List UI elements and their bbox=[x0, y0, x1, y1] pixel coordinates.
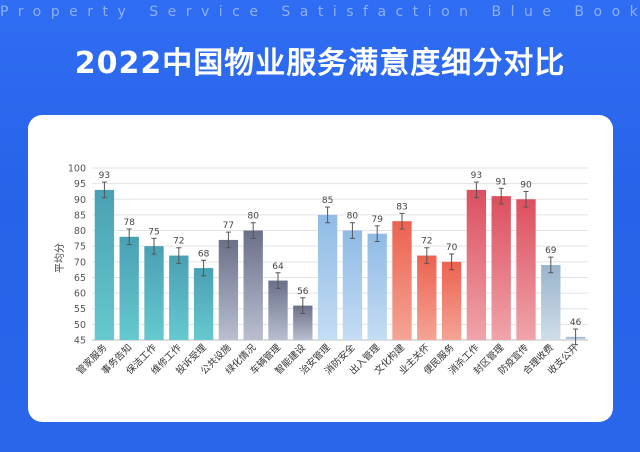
bar-chart: 45 50 55 60 65 70 75 80 85 90 95 100 平均分 93 78 75 72 68… bbox=[54, 164, 588, 377]
value-label: 83 bbox=[396, 202, 407, 212]
bar-车辆管理 bbox=[268, 280, 288, 340]
bar-事务告知 bbox=[119, 236, 139, 340]
value-label: 79 bbox=[371, 215, 383, 225]
bar-维修工作 bbox=[169, 255, 189, 340]
value-label: 72 bbox=[173, 237, 184, 247]
error-bar bbox=[523, 190, 529, 208]
value-label: 93 bbox=[471, 171, 482, 181]
y-tick-label: 65 bbox=[74, 273, 86, 284]
y-tick-label: 50 bbox=[74, 320, 86, 331]
y-axis-label: 平均分 bbox=[54, 243, 66, 273]
y-tick-label: 85 bbox=[74, 210, 86, 221]
value-label: 75 bbox=[148, 227, 159, 237]
bar-绿化情况 bbox=[243, 230, 263, 340]
error-bar bbox=[325, 206, 331, 224]
chart-card: 45 50 55 60 65 70 75 80 85 90 95 100 平均分 93 78 75 72 68… bbox=[28, 115, 613, 422]
y-tick-label: 100 bbox=[68, 164, 86, 175]
error-bar bbox=[399, 212, 405, 230]
value-label: 90 bbox=[520, 180, 532, 190]
error-bar bbox=[349, 222, 355, 239]
error-bar bbox=[151, 237, 157, 255]
english-subtitle: Property Service Satisfaction Blue Book bbox=[0, 4, 640, 20]
error-bar bbox=[126, 228, 132, 246]
bar-管家服务 bbox=[94, 189, 115, 340]
error-bar bbox=[176, 247, 182, 264]
bar-智能建设 bbox=[293, 305, 313, 340]
page-title: 2022中国物业服务满意度细分对比 bbox=[74, 46, 566, 81]
value-label: 78 bbox=[123, 218, 135, 228]
error-bar bbox=[201, 259, 207, 277]
y-tick-label: 70 bbox=[74, 257, 86, 268]
bar-公共设施 bbox=[218, 239, 239, 340]
y-axis-ticks: 45 50 55 60 65 70 75 80 85 90 95 100 bbox=[68, 164, 86, 347]
y-tick-label: 80 bbox=[74, 226, 86, 237]
y-tick-label: 60 bbox=[74, 289, 86, 300]
bar-业主关怀 bbox=[417, 255, 437, 340]
error-bar bbox=[275, 272, 281, 289]
y-tick-label: 55 bbox=[74, 304, 86, 315]
error-bar bbox=[374, 225, 380, 242]
bar-投诉受理 bbox=[193, 268, 214, 340]
error-bar bbox=[250, 222, 256, 239]
value-labels: 93 78 75 72 68 77 80 64 56 85 80 79 83 72 70 93 91 90 69 46 bbox=[99, 171, 582, 328]
bar-出入管理 bbox=[367, 233, 387, 340]
value-label: 56 bbox=[297, 287, 309, 297]
error-bar bbox=[300, 297, 306, 314]
bar-防疫宣传 bbox=[516, 199, 536, 340]
value-label: 85 bbox=[322, 196, 333, 206]
error-bar bbox=[473, 181, 479, 199]
value-label: 77 bbox=[223, 221, 234, 231]
bar-封区管理 bbox=[491, 196, 511, 340]
bars bbox=[94, 189, 586, 340]
grid-lines bbox=[92, 167, 588, 341]
bar-消防安全 bbox=[342, 230, 363, 340]
y-tick-label: 90 bbox=[74, 195, 86, 206]
value-label: 70 bbox=[446, 243, 458, 253]
bar-合理收费 bbox=[541, 264, 561, 340]
value-label: 64 bbox=[272, 262, 284, 272]
error-bar bbox=[424, 247, 430, 264]
bar-治安管理 bbox=[317, 214, 338, 340]
error-bar bbox=[548, 256, 554, 274]
value-label: 80 bbox=[247, 212, 259, 222]
value-label: 93 bbox=[99, 171, 110, 181]
y-tick-label: 45 bbox=[74, 336, 86, 347]
error-bar bbox=[225, 231, 231, 249]
y-tick-label: 95 bbox=[74, 179, 86, 190]
value-label: 46 bbox=[570, 318, 582, 328]
error-bar bbox=[498, 187, 504, 205]
y-tick-label: 75 bbox=[74, 242, 86, 253]
error-bar bbox=[101, 181, 107, 199]
error-bar bbox=[573, 328, 579, 346]
bar-保洁工作 bbox=[144, 246, 164, 340]
bar-消杀工作 bbox=[466, 189, 487, 340]
value-label: 91 bbox=[495, 177, 506, 187]
value-label: 69 bbox=[545, 246, 557, 256]
error-bar bbox=[449, 253, 455, 271]
x-axis-ticks: 管家服务事务告知保洁工作维修工作投诉受理公共设施绿化情况车辆管理智能建设治安管理… bbox=[74, 341, 581, 377]
bar-便民服务 bbox=[441, 261, 462, 340]
bar-文化构建 bbox=[392, 221, 412, 340]
value-label: 80 bbox=[347, 212, 359, 222]
value-label: 68 bbox=[198, 249, 210, 259]
value-label: 72 bbox=[421, 237, 432, 247]
error-bars bbox=[101, 181, 579, 346]
